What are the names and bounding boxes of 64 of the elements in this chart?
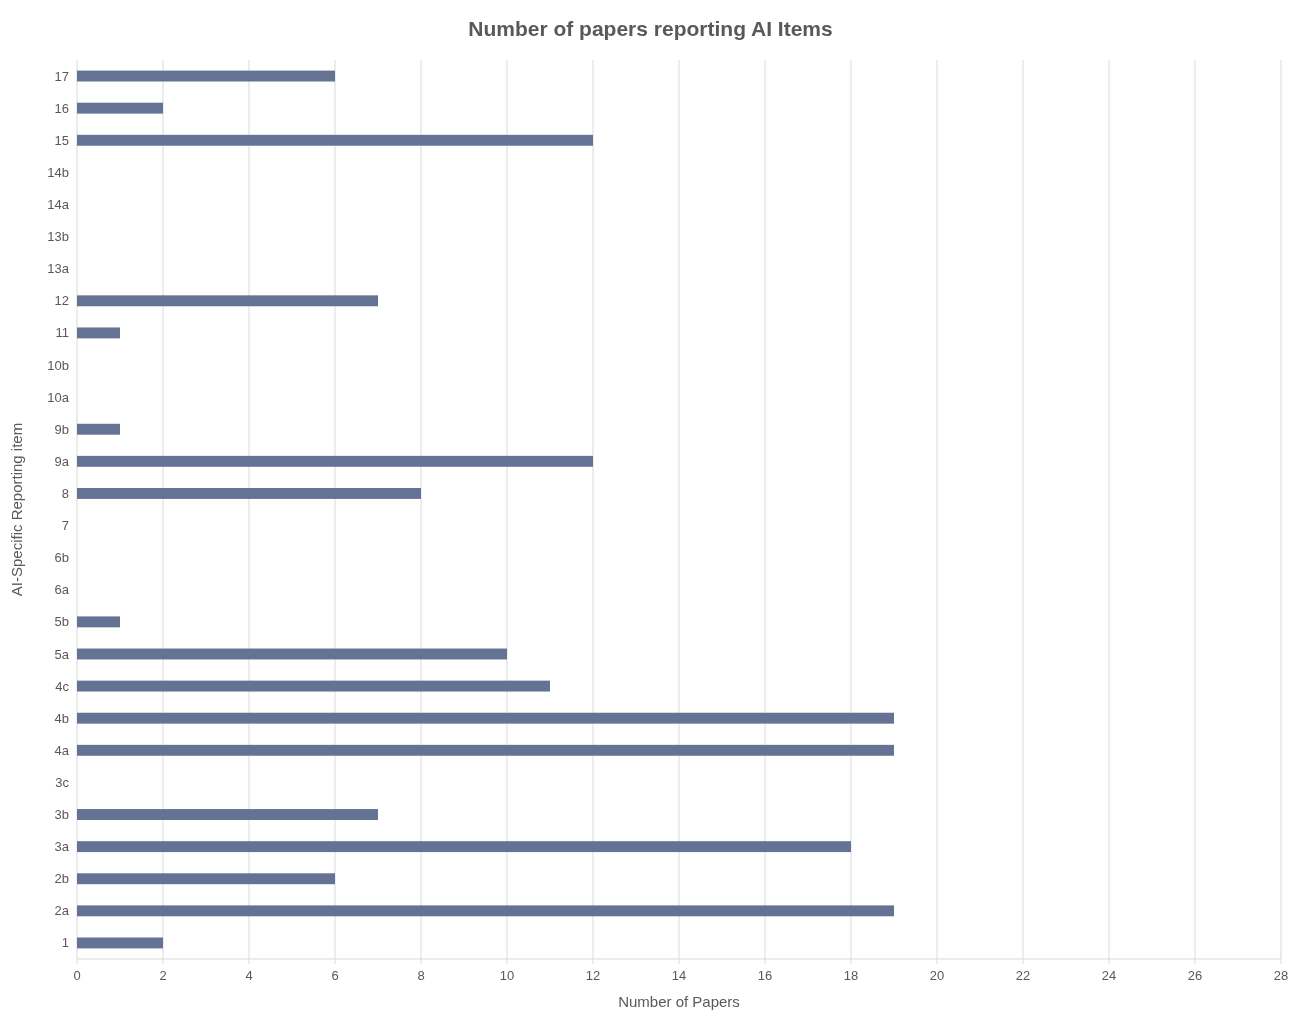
y-tick-label: 8 <box>61 486 69 501</box>
bar <box>77 937 163 949</box>
y-tick-label: 13b <box>47 229 69 245</box>
bar <box>77 712 894 724</box>
chart-title: Number of papers reporting AI Items <box>468 17 833 40</box>
y-tick-label: 2a <box>54 903 70 919</box>
bar <box>77 455 593 467</box>
bar <box>77 423 120 435</box>
y-tick-label: 2b <box>54 871 69 887</box>
bar <box>77 616 120 628</box>
y-tick-label: 4b <box>54 710 69 726</box>
x-tick-label: 12 <box>585 968 601 983</box>
y-tick-label: 5a <box>54 646 70 662</box>
x-tick-label: 10 <box>499 968 515 983</box>
x-tick-label: 6 <box>331 968 339 983</box>
y-tick-label: 17 <box>54 68 69 84</box>
bar <box>77 809 378 820</box>
y-tick-label: 5b <box>54 614 69 630</box>
y-tick-label: 14b <box>47 164 69 180</box>
y-tick-label: 12 <box>54 293 69 309</box>
y-tick-label: 14a <box>47 197 70 213</box>
bar <box>77 134 593 146</box>
bar <box>77 295 378 307</box>
y-tick-label: 9b <box>54 421 69 437</box>
y-tick-label: 15 <box>54 132 69 148</box>
y-tick-label: 6b <box>54 550 69 566</box>
y-tick-label: 11 <box>55 325 69 341</box>
y-tick-label: 7 <box>61 518 69 534</box>
bar <box>77 841 851 853</box>
y-tick-label: 13a <box>47 261 70 277</box>
y-tick-label: 6a <box>54 582 70 598</box>
bar <box>77 680 550 692</box>
x-axis-title: Number of Papers <box>618 993 740 1010</box>
y-tick-label: 10a <box>47 389 70 405</box>
y-axis-title: AI-Specific Reporting item <box>8 422 25 597</box>
x-tick-label: 18 <box>843 968 859 983</box>
x-tick-label: 24 <box>1101 968 1117 983</box>
x-tick-label: 28 <box>1273 968 1289 983</box>
y-tick-label: 3c <box>55 774 70 790</box>
y-tick-label: 4a <box>54 742 70 758</box>
bar <box>77 327 120 339</box>
bar <box>77 905 894 917</box>
x-tick-label: 4 <box>245 968 253 983</box>
bar <box>77 487 421 499</box>
bar <box>77 873 335 885</box>
x-tick-label: 22 <box>1015 968 1031 983</box>
x-tick-label: 26 <box>1187 968 1203 983</box>
bar <box>77 70 335 82</box>
x-tick-label: 2 <box>159 968 167 983</box>
x-tick-label: 16 <box>757 968 773 983</box>
bar <box>77 102 163 114</box>
y-tick-label: 1 <box>61 935 69 951</box>
x-tick-label: 8 <box>417 968 425 983</box>
x-tick-label: 0 <box>73 968 81 983</box>
x-tick-label: 14 <box>671 968 687 983</box>
y-tick-label: 4c <box>55 678 70 694</box>
y-tick-label: 3a <box>54 839 70 855</box>
y-tick-label: 16 <box>54 100 69 116</box>
bar <box>77 744 894 756</box>
y-tick-label: 3b <box>54 807 69 823</box>
bar <box>77 648 507 660</box>
y-tick-label: 9a <box>54 453 70 469</box>
x-tick-label: 20 <box>929 968 945 983</box>
y-tick-label: 10b <box>47 357 69 373</box>
